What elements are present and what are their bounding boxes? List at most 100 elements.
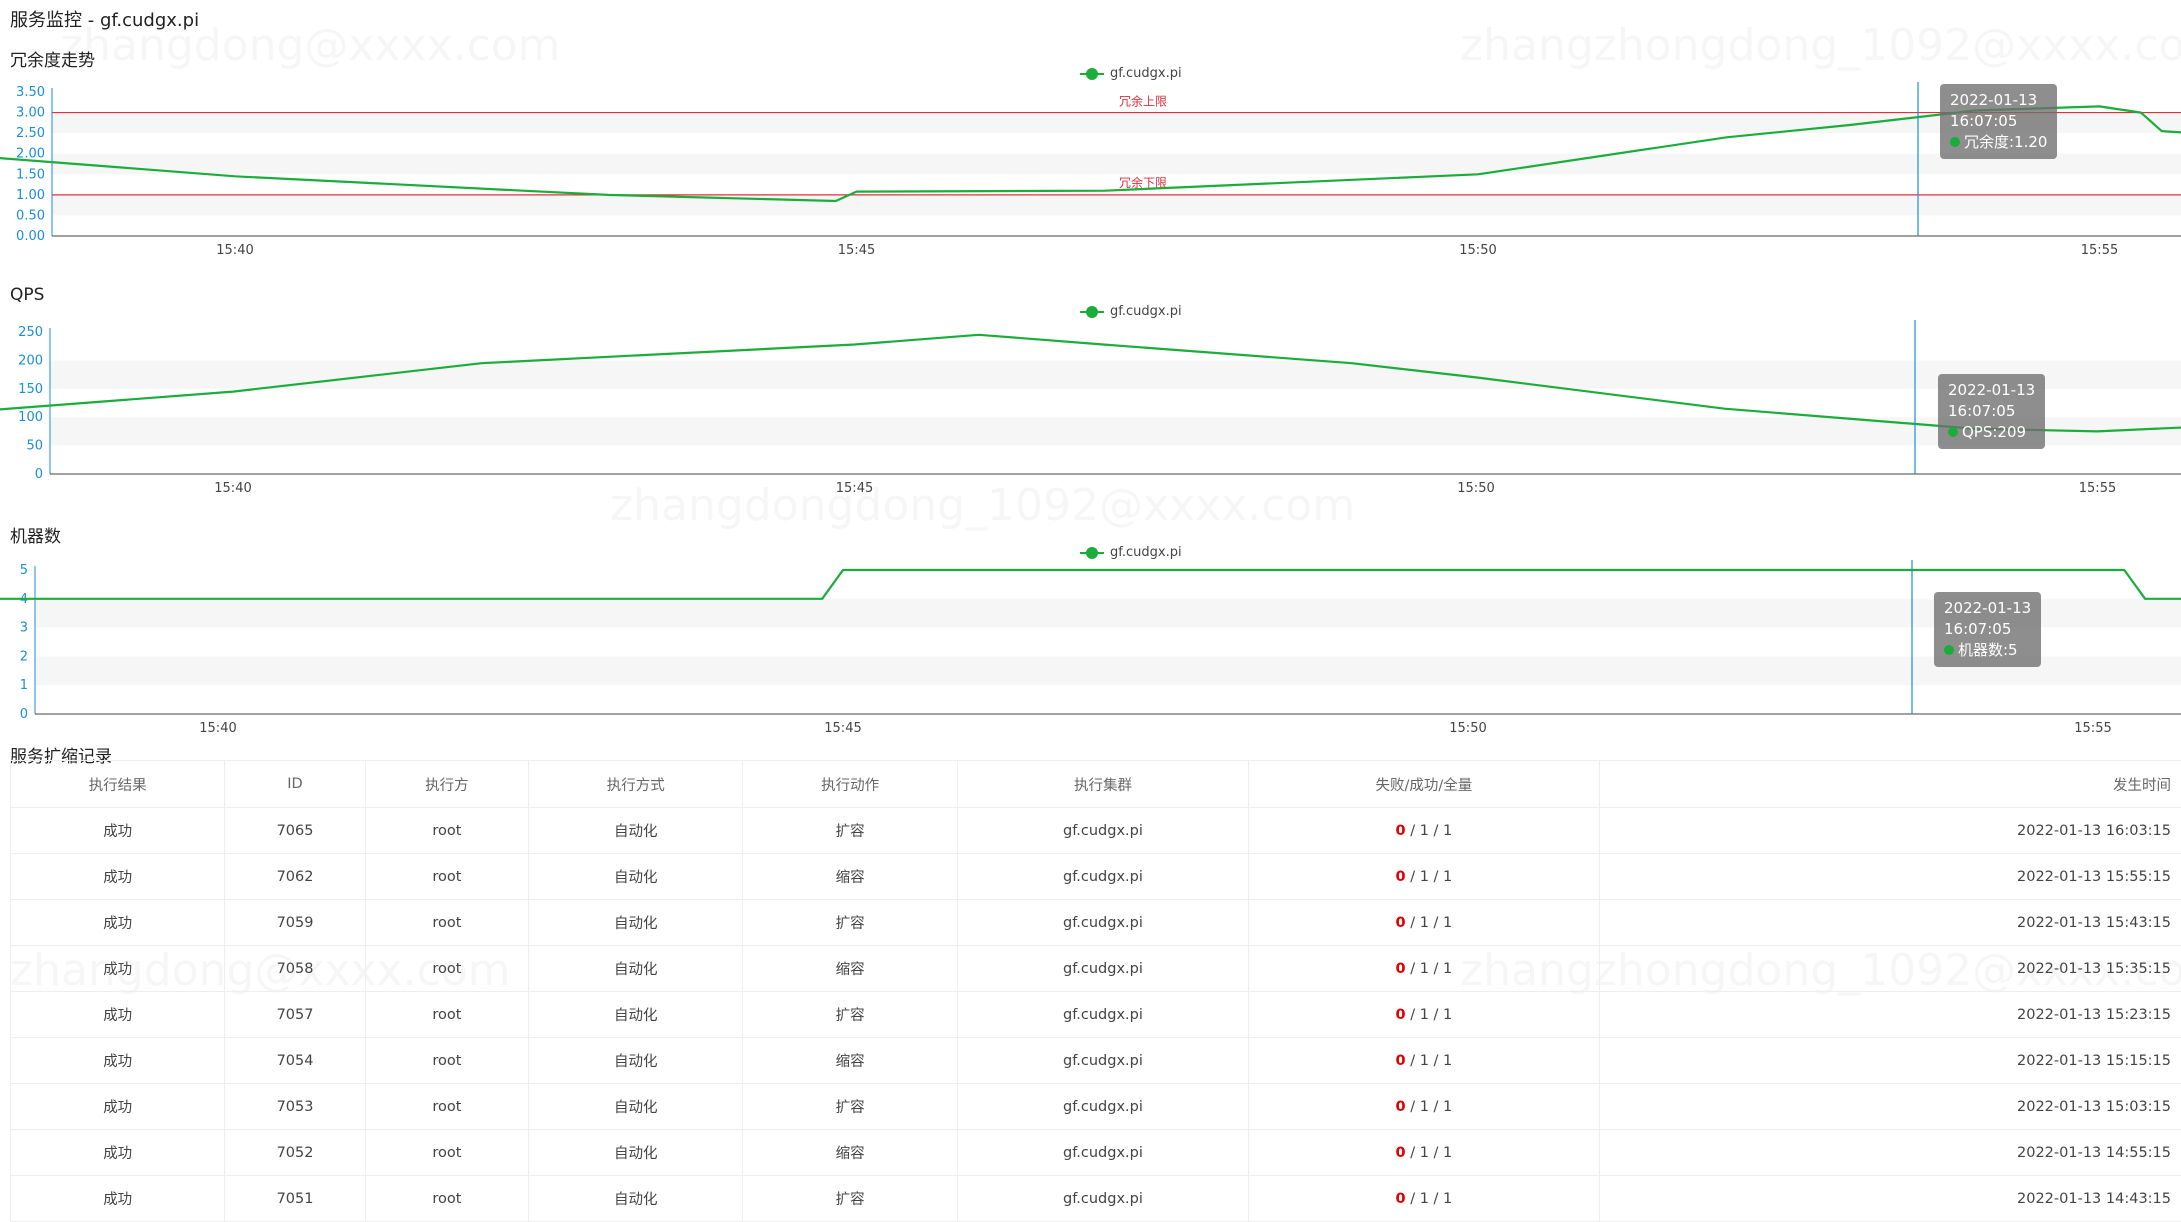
cell-time: 2022-01-13 15:35:15	[1599, 946, 2181, 992]
x-tick-label: 15:55	[2079, 481, 2116, 495]
cell-counts: 0 / 1 / 1	[1249, 946, 1600, 992]
threshold-label: 冗余上限	[1119, 94, 1167, 109]
x-tick-label: 15:45	[838, 243, 875, 257]
legend-redundancy[interactable]: gf.cudgx.pi	[1080, 66, 1182, 81]
x-tick-label: 15:45	[836, 481, 873, 495]
cell-result: 成功	[11, 808, 225, 854]
cell-time: 2022-01-13 15:55:15	[1599, 854, 2181, 900]
cell-result: 成功	[11, 1130, 225, 1176]
column-header[interactable]: 执行结果	[11, 761, 225, 808]
grid-band	[52, 154, 2181, 175]
redundancy-tooltip: 2022-01-13 16:07:05 冗余度:1.20	[1940, 84, 2057, 159]
y-tick-label: 250	[18, 325, 43, 340]
y-tick-label: 200	[18, 353, 43, 368]
cell-time: 2022-01-13 15:43:15	[1599, 900, 2181, 946]
cell-action: 扩容	[743, 900, 957, 946]
column-header[interactable]: ID	[225, 761, 365, 808]
records-table: 执行结果 ID 执行方 执行方式 执行动作 执行集群 失败/成功/全量 发生时间…	[10, 760, 2181, 1222]
column-header[interactable]: 执行方	[365, 761, 528, 808]
legend-label: gf.cudgx.pi	[1110, 545, 1182, 560]
cell-id: 7051	[225, 1176, 365, 1222]
cell-time: 2022-01-13 15:03:15	[1599, 1084, 2181, 1130]
cell-counts: 0 / 1 / 1	[1249, 1084, 1600, 1130]
fail-count: 0	[1396, 961, 1406, 977]
x-tick-label: 15:55	[2074, 721, 2111, 735]
y-tick-label: 150	[18, 382, 43, 397]
y-tick-label: 1	[20, 678, 28, 693]
machines-chart[interactable]: 54321015:4015:4515:5015:5516:0016:0516:1…	[0, 560, 2181, 735]
fail-count: 0	[1396, 915, 1406, 931]
page-title: 服务监控 - gf.cudgx.pi	[10, 6, 199, 32]
y-tick-label: 50	[26, 439, 43, 454]
tooltip-time: 16:07:05	[1944, 619, 2031, 640]
machines-tooltip: 2022-01-13 16:07:05 机器数:5	[1934, 592, 2041, 667]
cell-time: 2022-01-13 14:55:15	[1599, 1130, 2181, 1176]
y-tick-label: 0	[35, 467, 43, 482]
y-tick-label: 3	[20, 621, 28, 636]
cell-mode: 自动化	[529, 1130, 743, 1176]
cell-executor: root	[365, 992, 528, 1038]
cell-executor: root	[365, 1176, 528, 1222]
qps-chart[interactable]: 25020015010050015:4015:4515:5015:5516:00…	[0, 320, 2181, 495]
cell-mode: 自动化	[529, 1038, 743, 1084]
legend-label: gf.cudgx.pi	[1110, 66, 1182, 81]
tooltip-time: 16:07:05	[1950, 111, 2047, 132]
legend-label: gf.cudgx.pi	[1110, 304, 1182, 319]
series-dot-icon	[1944, 645, 1954, 655]
column-header[interactable]: 失败/成功/全量	[1249, 761, 1600, 808]
fail-count: 0	[1396, 869, 1406, 885]
tooltip-time: 16:07:05	[1948, 401, 2035, 422]
grid-band	[50, 417, 2181, 445]
y-tick-label: 0	[20, 707, 28, 722]
y-tick-label: 0.00	[16, 229, 45, 244]
legend-marker-icon	[1080, 547, 1104, 559]
column-header[interactable]: 执行集群	[957, 761, 1248, 808]
cell-counts: 0 / 1 / 1	[1249, 854, 1600, 900]
cell-result: 成功	[11, 1038, 225, 1084]
cell-action: 扩容	[743, 808, 957, 854]
cell-cluster: gf.cudgx.pi	[957, 900, 1248, 946]
cell-mode: 自动化	[529, 1176, 743, 1222]
y-tick-label: 2.50	[16, 126, 45, 141]
cell-action: 缩容	[743, 854, 957, 900]
x-tick-label: 15:40	[199, 721, 236, 735]
cell-executor: root	[365, 1130, 528, 1176]
cell-id: 7062	[225, 854, 365, 900]
series-dot-icon	[1950, 137, 1960, 147]
cell-mode: 自动化	[529, 1084, 743, 1130]
column-header[interactable]: 发生时间	[1599, 761, 2181, 808]
cell-counts: 0 / 1 / 1	[1249, 992, 1600, 1038]
tooltip-date: 2022-01-13	[1944, 598, 2031, 619]
cell-id: 7052	[225, 1130, 365, 1176]
cell-cluster: gf.cudgx.pi	[957, 946, 1248, 992]
y-tick-label: 1.00	[16, 188, 45, 203]
series-dot-icon	[1948, 427, 1958, 437]
section-title-redundancy: 冗余度走势	[10, 46, 95, 71]
cell-time: 2022-01-13 16:03:15	[1599, 808, 2181, 854]
cell-executor: root	[365, 900, 528, 946]
column-header[interactable]: 执行方式	[529, 761, 743, 808]
legend-machines[interactable]: gf.cudgx.pi	[1080, 545, 1182, 560]
cell-executor: root	[365, 808, 528, 854]
tooltip-value: 机器数:5	[1958, 641, 2018, 659]
column-header[interactable]: 执行动作	[743, 761, 957, 808]
grid-band	[52, 195, 2181, 216]
cell-time: 2022-01-13 15:15:15	[1599, 1038, 2181, 1084]
cell-cluster: gf.cudgx.pi	[957, 992, 1248, 1038]
cell-result: 成功	[11, 946, 225, 992]
y-tick-label: 1.50	[16, 167, 45, 182]
cell-result: 成功	[11, 900, 225, 946]
success-total-count: / 1 / 1	[1406, 869, 1453, 885]
fail-count: 0	[1396, 823, 1406, 839]
legend-qps[interactable]: gf.cudgx.pi	[1080, 304, 1182, 319]
